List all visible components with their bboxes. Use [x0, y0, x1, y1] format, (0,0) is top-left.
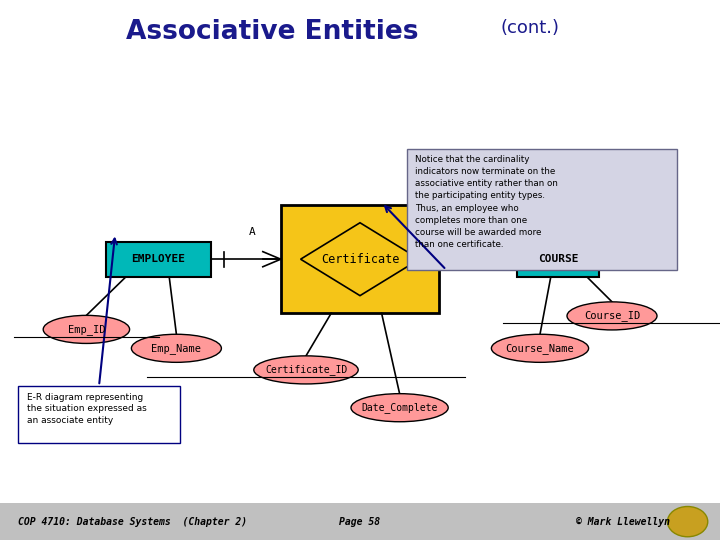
Text: Date_Complete: Date_Complete — [361, 402, 438, 413]
Ellipse shape — [253, 356, 359, 384]
Text: A: A — [248, 227, 256, 237]
Bar — [281, 205, 439, 313]
Text: Certificate: Certificate — [321, 253, 399, 266]
Ellipse shape — [567, 302, 657, 330]
Text: B: B — [457, 227, 464, 237]
Ellipse shape — [351, 394, 448, 422]
Ellipse shape — [132, 334, 222, 362]
Circle shape — [667, 507, 708, 537]
Text: Course_ID: Course_ID — [584, 310, 640, 321]
Text: Emp_Name: Emp_Name — [151, 343, 202, 354]
Text: Emp_ID: Emp_ID — [68, 324, 105, 335]
Text: (cont.): (cont.) — [500, 19, 559, 37]
Polygon shape — [301, 222, 419, 296]
Text: Page 58: Page 58 — [339, 517, 381, 526]
Ellipse shape — [491, 334, 589, 362]
Bar — [18, 386, 180, 443]
Text: COURSE: COURSE — [538, 254, 578, 264]
Text: Certificate_ID: Certificate_ID — [265, 364, 347, 375]
Text: E-R diagram representing
the situation expressed as
an associate entity: E-R diagram representing the situation e… — [27, 393, 146, 425]
Text: © Mark Llewellyn: © Mark Llewellyn — [576, 517, 670, 526]
Bar — [407, 148, 677, 270]
Text: COP 4710: Database Systems  (Chapter 2): COP 4710: Database Systems (Chapter 2) — [18, 517, 247, 526]
Bar — [107, 242, 210, 276]
Bar — [517, 242, 599, 276]
Ellipse shape — [43, 315, 130, 343]
Text: Course_Name: Course_Name — [505, 343, 575, 354]
Text: Associative Entities: Associative Entities — [126, 19, 418, 45]
Text: EMPLOYEE: EMPLOYEE — [132, 254, 186, 264]
Bar — [0, 503, 720, 540]
Text: Notice that the cardinality
indicators now terminate on the
associative entity r: Notice that the cardinality indicators n… — [415, 155, 558, 249]
